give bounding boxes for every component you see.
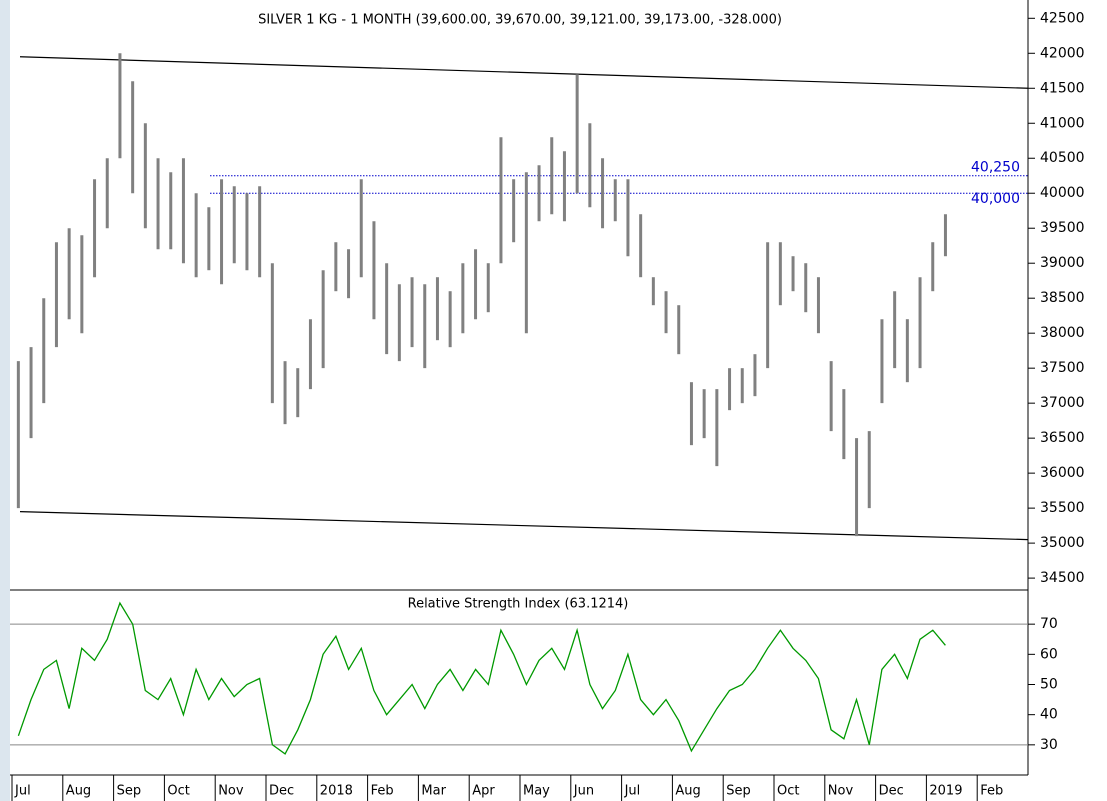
y-tick-label: 42000 bbox=[1040, 45, 1085, 61]
x-tick-label: Jul bbox=[14, 784, 31, 799]
y-tick-label: 40 bbox=[1040, 707, 1058, 723]
x-tick-label: Sep bbox=[117, 784, 142, 799]
y-tick-label: 38500 bbox=[1040, 290, 1085, 306]
trend-line bbox=[19, 511, 1029, 541]
y-tick-label: 38000 bbox=[1040, 325, 1085, 341]
y-tick-label: 41000 bbox=[1040, 115, 1085, 131]
x-tick-label: 2019 bbox=[929, 784, 962, 799]
x-tick-label: May bbox=[523, 784, 550, 799]
y-tick-label: 35000 bbox=[1040, 535, 1085, 551]
rsi-title: Relative Strength Index (63.1214) bbox=[408, 597, 629, 612]
x-tick-label: Mar bbox=[421, 784, 446, 799]
chart-title: SILVER 1 KG - 1 MONTH (39,600.00, 39,670… bbox=[258, 13, 782, 28]
x-tick-label: Jun bbox=[573, 784, 594, 799]
x-tick-label: Oct bbox=[777, 784, 799, 799]
y-tick-label: 39500 bbox=[1040, 220, 1085, 236]
rsi-line bbox=[17, 601, 946, 755]
x-tick-label: Feb bbox=[980, 784, 1003, 799]
x-tick-label: Nov bbox=[218, 784, 244, 799]
y-tick-label: 70 bbox=[1040, 616, 1058, 632]
x-tick-label: Sep bbox=[726, 784, 751, 799]
y-tick-label: 42500 bbox=[1040, 10, 1085, 26]
level-label: 40,250 bbox=[971, 160, 1020, 176]
trend-line bbox=[19, 56, 1029, 89]
x-tick-label: Apr bbox=[472, 784, 495, 799]
y-tick-label: 40000 bbox=[1040, 185, 1085, 201]
y-tick-label: 36000 bbox=[1040, 465, 1085, 481]
y-tick-label: 30 bbox=[1040, 737, 1058, 753]
x-tick-label: Dec bbox=[879, 784, 904, 799]
x-tick-label: Aug bbox=[675, 784, 700, 799]
x-tick-label: Nov bbox=[828, 784, 854, 799]
y-tick-label: 37000 bbox=[1040, 395, 1085, 411]
x-tick-label: Oct bbox=[167, 784, 189, 799]
y-tick-label: 36500 bbox=[1040, 430, 1085, 446]
y-tick-label: 35500 bbox=[1040, 500, 1085, 516]
y-tick-label: 34500 bbox=[1040, 570, 1085, 586]
y-tick-label: 39000 bbox=[1040, 255, 1085, 271]
x-tick-label: Dec bbox=[269, 784, 294, 799]
y-tick-label: 50 bbox=[1040, 677, 1058, 693]
x-tick-label: 2018 bbox=[320, 784, 353, 799]
x-tick-label: Aug bbox=[66, 784, 91, 799]
level-label: 40,000 bbox=[971, 191, 1020, 207]
y-tick-label: 41500 bbox=[1040, 80, 1085, 96]
y-tick-label: 60 bbox=[1040, 646, 1058, 662]
y-tick-label: 37500 bbox=[1040, 360, 1085, 376]
background bbox=[10, 0, 1107, 801]
x-tick-label: Feb bbox=[371, 784, 394, 799]
x-tick-label: Jul bbox=[624, 784, 641, 799]
y-tick-label: 40500 bbox=[1040, 150, 1085, 166]
